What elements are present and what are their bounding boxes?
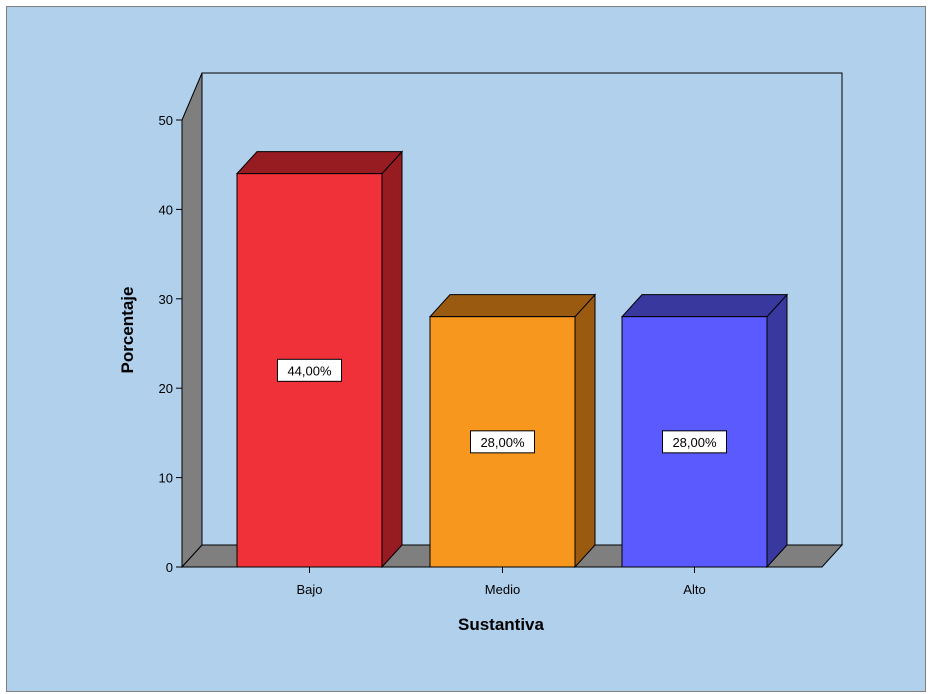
x-axis: Bajo Medio Alto xyxy=(296,567,706,597)
x-tick-label: Bajo xyxy=(296,582,322,597)
bar-top xyxy=(620,294,789,318)
bar-side xyxy=(574,293,596,569)
x-axis-title: Sustantiva xyxy=(458,615,545,634)
bar-alto: 28,00% xyxy=(620,293,789,569)
y-tick-label: 30 xyxy=(159,292,173,307)
left-wall xyxy=(181,72,203,569)
y-tick-label: 50 xyxy=(159,113,173,128)
bar-top xyxy=(428,294,597,318)
y-tick-label: 20 xyxy=(159,381,173,396)
bar-bajo: 44,00% xyxy=(235,150,404,569)
data-label: 44,00% xyxy=(287,363,332,378)
bar-side xyxy=(381,150,403,569)
bar-top xyxy=(235,151,404,175)
y-tick-label: 0 xyxy=(166,560,173,575)
bar-side xyxy=(766,293,788,569)
data-label-box xyxy=(470,430,535,454)
y-tick-label: 40 xyxy=(159,202,173,217)
y-axis: 0 10 20 30 40 50 xyxy=(159,113,183,575)
bar-medio: 28,00% xyxy=(428,293,597,569)
y-tick-label: 10 xyxy=(159,471,173,486)
x-tick-label: Medio xyxy=(485,582,520,597)
data-label-box xyxy=(662,430,727,454)
data-label: 28,00% xyxy=(480,435,525,450)
y-axis-title: Porcentaje xyxy=(118,287,137,374)
x-tick-label: Alto xyxy=(683,582,705,597)
bars: 44,00% 28,00% 28,00% xyxy=(235,150,789,569)
data-label-box xyxy=(277,358,342,382)
data-label: 28,00% xyxy=(672,435,717,450)
